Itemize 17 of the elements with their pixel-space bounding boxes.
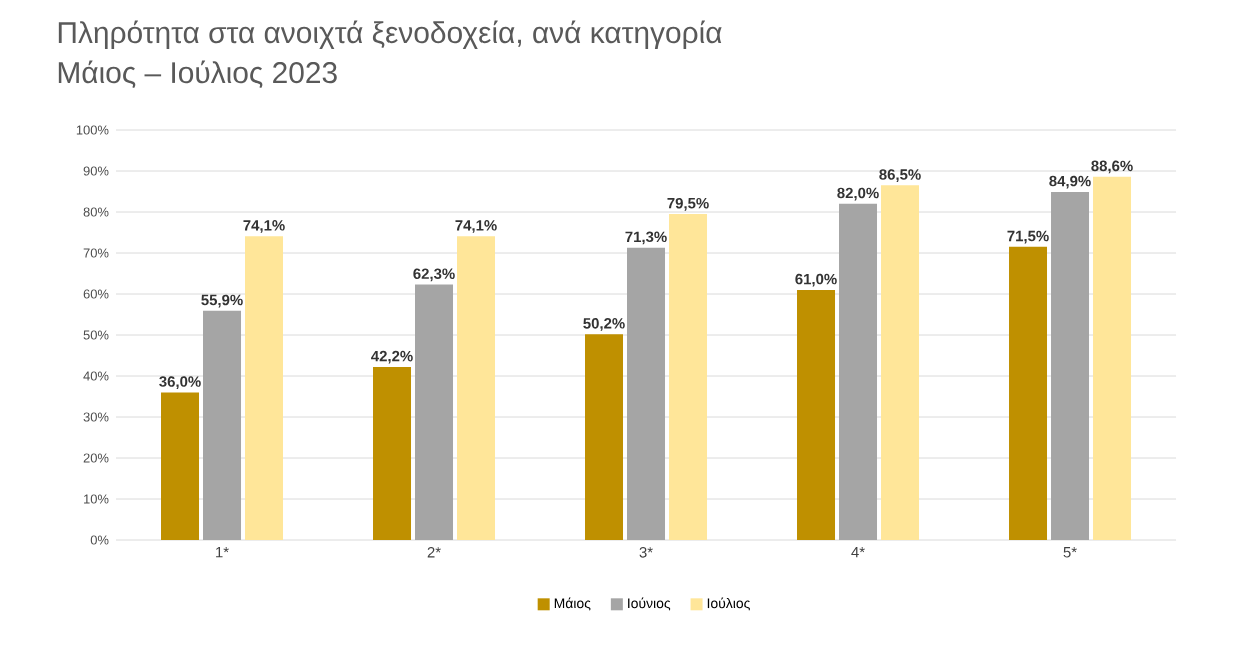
bar (627, 247, 666, 540)
bar (203, 310, 242, 540)
bar (1051, 191, 1090, 540)
bar (585, 334, 624, 540)
bar (1093, 176, 1132, 540)
bar (669, 214, 708, 540)
bar (1009, 246, 1048, 540)
chart-title: Πληρότητα στα ανοιχτά ξενοδοχεία, ανά κατηγορία (58, 20, 722, 50)
bar (457, 236, 496, 540)
bar (881, 185, 920, 540)
bar (415, 284, 454, 540)
bar (797, 289, 836, 540)
chart-subtitle: Μάιος – Ιούλιος 2023 (58, 60, 337, 89)
bar (373, 366, 412, 540)
bar (245, 236, 284, 540)
bar (839, 203, 878, 540)
bar (161, 392, 200, 540)
